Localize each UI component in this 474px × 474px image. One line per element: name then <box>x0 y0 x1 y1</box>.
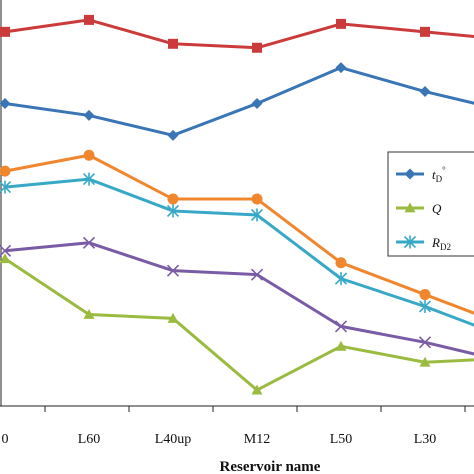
data-point-Q <box>0 253 11 264</box>
series-line-Q <box>4 257 474 392</box>
series-red <box>0 14 474 53</box>
data-point-red <box>420 26 430 37</box>
legend-label: tD° <box>432 165 446 184</box>
data-point-red <box>168 38 178 49</box>
data-point-purple <box>418 336 432 349</box>
data-point-purple <box>166 264 180 277</box>
data-point-td <box>419 86 431 98</box>
x-axis-title: Reservoir name <box>220 459 321 474</box>
data-point-purple <box>82 236 96 249</box>
data-point-red <box>84 14 94 25</box>
data-point-orange <box>335 257 347 269</box>
data-point-purple <box>334 320 348 333</box>
data-point-orange <box>0 165 11 177</box>
data-point-orange <box>251 193 263 205</box>
data-point-td <box>251 97 263 109</box>
legend-label: RD2 <box>431 235 451 252</box>
data-point-td <box>167 129 179 141</box>
data-point-purple <box>250 268 264 281</box>
legend-swatch-marker <box>403 235 417 249</box>
x-tick-label: L50 <box>330 432 353 447</box>
data-point-td <box>335 62 347 74</box>
legend-swatch-marker <box>404 202 416 213</box>
data-point-RD2 <box>418 299 432 313</box>
data-point-RD2 <box>82 172 96 186</box>
series-td <box>0 62 474 141</box>
legend-box <box>387 151 474 257</box>
series-line-red <box>4 18 474 50</box>
data-point-red <box>252 42 262 53</box>
legend-item-Q: Q <box>396 201 442 216</box>
data-point-red <box>0 26 10 37</box>
data-point-orange <box>419 289 431 301</box>
data-point-RD2 <box>0 180 12 194</box>
data-point-td <box>0 97 11 109</box>
legend: tD° Q RD2 <box>387 151 474 257</box>
x-tick-label: M12 <box>244 432 270 447</box>
x-tick-label: L30 <box>414 432 437 447</box>
series-line-purple <box>4 241 474 356</box>
data-point-Q <box>335 340 347 351</box>
series-layer <box>0 14 474 395</box>
legend-item-td: tD° <box>396 165 446 184</box>
data-point-Q <box>251 384 263 395</box>
data-point-td <box>83 109 95 121</box>
series-line-td <box>4 66 474 137</box>
data-point-purple <box>0 244 12 257</box>
data-point-RD2 <box>166 204 180 218</box>
chart-axes <box>0 0 474 412</box>
x-tick-labels: 0 L60 L40up M12 L50 L30 <box>2 432 437 447</box>
data-point-Q <box>83 308 95 319</box>
x-tick-label: 0 <box>2 432 9 447</box>
x-tick-label: L40up <box>155 432 192 447</box>
series-Q <box>0 253 474 395</box>
series-purple <box>0 236 474 356</box>
series-orange <box>0 149 474 315</box>
data-point-Q <box>419 356 431 367</box>
data-point-orange <box>167 193 179 205</box>
legend-label: Q <box>432 201 442 216</box>
data-point-RD2 <box>334 272 348 286</box>
data-point-Q <box>167 312 179 323</box>
data-point-orange <box>83 149 95 161</box>
legend-item-RD2: RD2 <box>396 235 451 252</box>
series-RD2 <box>0 172 474 327</box>
legend-swatch-marker <box>404 168 416 180</box>
x-tick-label: L60 <box>78 432 101 447</box>
data-point-red <box>336 18 346 29</box>
data-point-RD2 <box>250 208 264 222</box>
